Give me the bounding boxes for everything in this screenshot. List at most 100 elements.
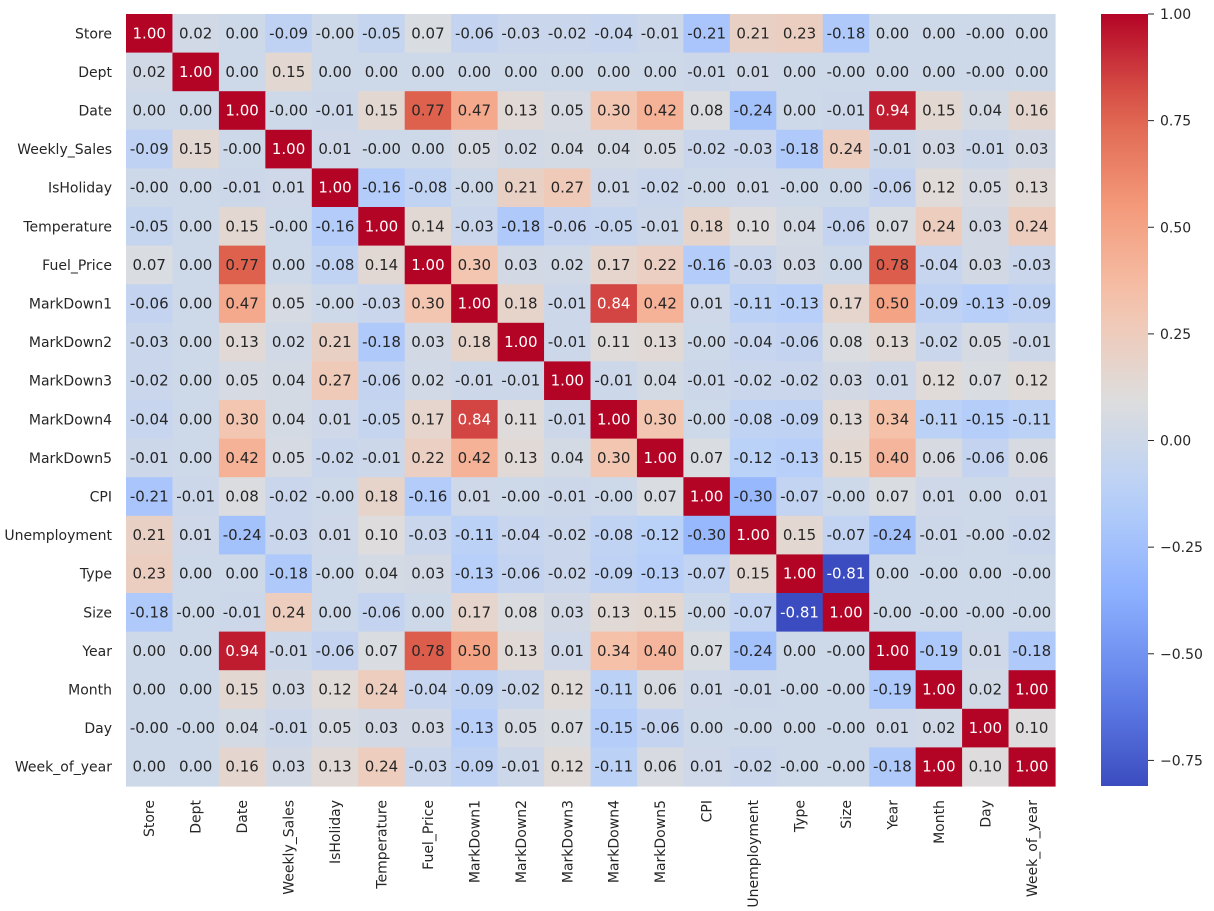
cell-value-label: -0.02: [641, 179, 680, 197]
cell-value-label: -0.03: [734, 140, 773, 158]
cell-value-label: -0.11: [455, 526, 494, 544]
cell-value-label: 0.23: [783, 24, 816, 42]
heatmap-cell: [497, 477, 545, 517]
cell-value-label: 0.00: [318, 603, 351, 621]
heatmap-cell: [822, 515, 870, 555]
heatmap-cell: [265, 515, 313, 555]
heatmap-cell: [311, 631, 359, 671]
heatmap-cell: [962, 129, 1010, 169]
heatmap-cell: [218, 361, 266, 401]
cell-value-label: 0.00: [829, 179, 862, 197]
cell-value-label: 0.24: [1015, 217, 1048, 235]
heatmap-cell: [451, 670, 499, 710]
heatmap-cell: [962, 52, 1010, 92]
heatmap-cell: [962, 284, 1010, 324]
cell-value-label: 1.00: [922, 681, 955, 699]
cell-value-label: 0.02: [922, 719, 955, 737]
x-tick-label: Size: [839, 800, 855, 829]
x-tick-label: MarkDown5: [653, 800, 669, 883]
heatmap-cell: [636, 361, 684, 401]
cell-value-label: 0.01: [318, 140, 351, 158]
cell-value-label: 1.00: [1015, 681, 1048, 699]
cell-value-label: 0.00: [783, 719, 816, 737]
heatmap-cell: [1008, 361, 1056, 401]
heatmap-cell: [915, 515, 963, 555]
heatmap-cell: [311, 400, 359, 440]
heatmap-cell: [126, 708, 174, 748]
cell-value-label: -0.21: [130, 488, 169, 506]
heatmap-cell: [218, 477, 266, 517]
cell-value-label: 0.07: [876, 217, 909, 235]
cell-value-label: 0.50: [876, 295, 909, 313]
cell-value-label: 0.00: [179, 179, 212, 197]
heatmap-cell: [544, 477, 592, 517]
heatmap-cell: [683, 322, 731, 362]
cell-value-label: 1.00: [272, 140, 305, 158]
heatmap-cell: [822, 438, 870, 478]
heatmap-cell: [1008, 168, 1056, 208]
cell-value-label: -0.03: [362, 295, 401, 313]
x-tick-label: Year: [885, 800, 901, 831]
cell-value-label: -0.01: [687, 372, 726, 390]
heatmap-cell: [358, 91, 406, 131]
heatmap-cell: [683, 207, 731, 247]
heatmap-cell: [1008, 400, 1056, 440]
cell-value-label: 0.34: [876, 410, 909, 428]
cell-value-label: -0.04: [501, 526, 540, 544]
heatmap-cell: [776, 631, 824, 671]
cell-value-label: -0.13: [641, 565, 680, 583]
y-tick-label: Week_of_year: [15, 760, 112, 776]
cell-value-label: -0.01: [594, 372, 633, 390]
heatmap-cell: [172, 361, 220, 401]
heatmap-cell: [404, 593, 452, 633]
heatmap-cell: [915, 168, 963, 208]
heatmap-cell: [636, 129, 684, 169]
heatmap-cell: [265, 52, 313, 92]
heatmap-cell: [729, 284, 777, 324]
heatmap-cell: [729, 14, 777, 54]
heatmap-cell: [451, 91, 499, 131]
heatmap-cell: [915, 631, 963, 671]
heatmap-cell: [172, 631, 220, 671]
heatmap-cell: [822, 400, 870, 440]
heatmap-cell: [729, 438, 777, 478]
cell-value-label: -0.30: [687, 526, 726, 544]
cell-value-label: -0.11: [594, 758, 633, 776]
cell-value-label: 0.00: [597, 63, 630, 81]
heatmap-cell: [590, 129, 638, 169]
cell-value-label: 0.00: [133, 642, 166, 660]
heatmap-cell: [451, 515, 499, 555]
heatmap-cell: [1008, 438, 1056, 478]
heatmap-cell: [497, 593, 545, 633]
cell-value-label: 0.00: [133, 102, 166, 120]
heatmap-cell: [544, 52, 592, 92]
cell-value-label: 0.00: [876, 565, 909, 583]
cell-value-label: 0.08: [829, 333, 862, 351]
heatmap-cell: [869, 631, 917, 671]
cell-value-label: 0.12: [551, 758, 584, 776]
cell-value-label: -0.13: [780, 295, 819, 313]
heatmap-cell: [126, 477, 174, 517]
heatmap-cell: [636, 168, 684, 208]
x-tick-label: Month: [932, 800, 948, 844]
cell-value-label: -0.06: [827, 217, 866, 235]
heatmap-cell: [962, 747, 1010, 787]
heatmap-cell: [404, 207, 452, 247]
heatmap-cell: [544, 438, 592, 478]
heatmap-cell: [497, 284, 545, 324]
cell-value-label: -0.00: [269, 217, 308, 235]
cell-value-label: 0.04: [272, 410, 305, 428]
y-tick-label: MarkDown2: [29, 335, 112, 351]
heatmap-cell: [544, 361, 592, 401]
heatmap-cell: [218, 670, 266, 710]
heatmap-cell: [311, 322, 359, 362]
cell-value-label: -0.00: [316, 24, 355, 42]
heatmap-cell: [729, 91, 777, 131]
cell-value-label: 0.01: [876, 719, 909, 737]
cell-value-label: 0.15: [365, 102, 398, 120]
heatmap-cell: [311, 207, 359, 247]
heatmap-cell: [683, 14, 731, 54]
cell-value-label: 0.03: [365, 719, 398, 737]
heatmap-cell: [358, 747, 406, 787]
heatmap-cell: [776, 477, 824, 517]
